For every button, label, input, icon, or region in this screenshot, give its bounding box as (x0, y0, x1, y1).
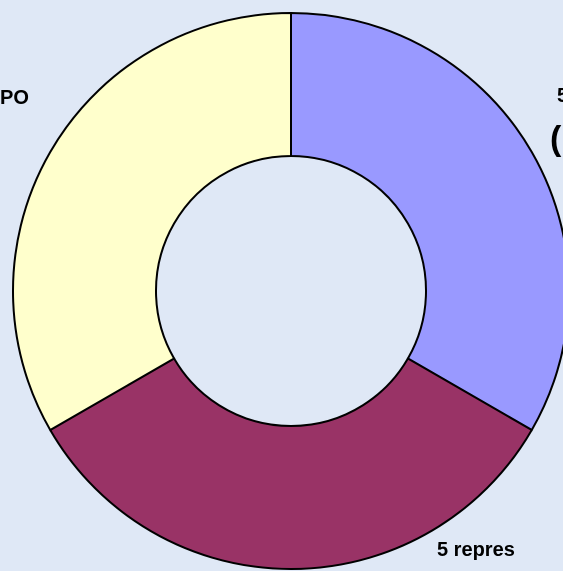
donut-slice (48, 357, 534, 570)
donut-slice (290, 11, 563, 432)
slice-label: 5 repres (437, 539, 515, 561)
donut-slice (12, 11, 292, 432)
slice-label: 5 (557, 85, 563, 107)
slice-label: PO (0, 87, 29, 109)
slice-label: ( (550, 120, 562, 158)
